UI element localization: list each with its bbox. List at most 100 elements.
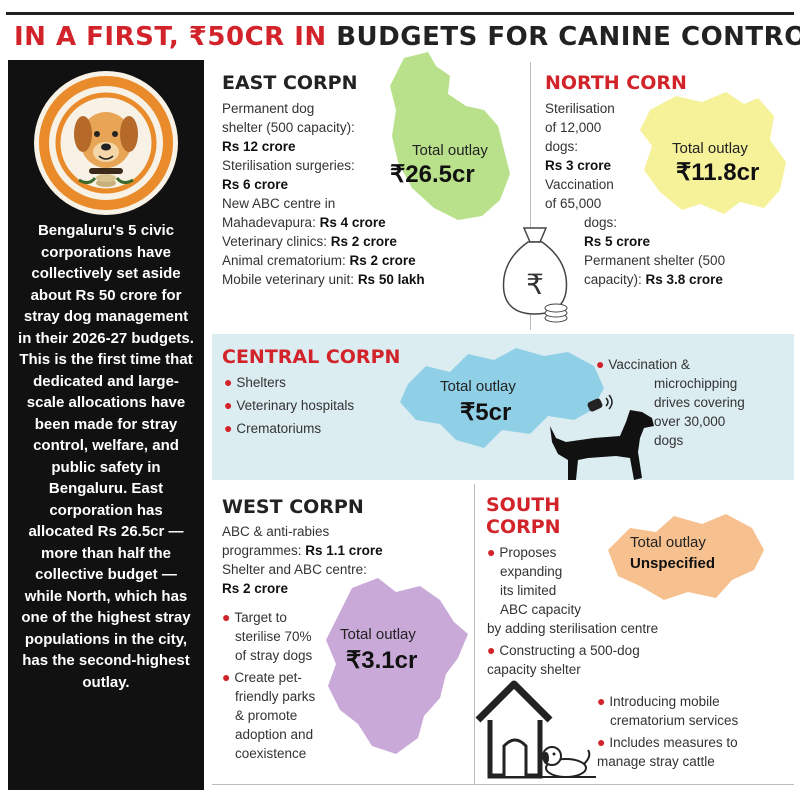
title-text: IN A FIRST, ₹50CR IN BUDGETS FOR CANINE …	[14, 22, 800, 52]
bullet-icon: ●	[222, 669, 235, 685]
west-details: ABC & anti-rabies programmes: Rs 1.1 cro…	[222, 522, 383, 598]
central-map	[400, 348, 604, 448]
south-heading-2: CORPN	[486, 516, 561, 538]
north-text: capacity):	[584, 272, 646, 287]
west-bullet-line: adoption and	[235, 727, 314, 742]
central-item: Veterinary hospitals	[236, 398, 355, 413]
south-outlay-value: Unspecified	[630, 555, 716, 572]
west-bullet-line: Create pet-	[234, 670, 302, 685]
list-item: ● Target to	[222, 608, 315, 627]
south-map	[608, 514, 764, 600]
north-line: of 12,000	[545, 120, 602, 135]
east-text: Veterinary clinics:	[222, 234, 331, 249]
list-item: ● Includes measures to	[597, 733, 738, 752]
north-details-indented: dogs: Rs 5 crore Permanent shelter (500 …	[584, 213, 725, 289]
west-line: ABC & anti-rabies	[222, 524, 330, 539]
list-item: ● Shelters	[224, 373, 354, 392]
rupee-icon: ₹	[526, 268, 544, 301]
east-text: Mobile veterinary unit:	[222, 272, 358, 287]
west-bullet-line: coexistence	[235, 746, 307, 761]
east-amount: Rs 4 crore	[319, 215, 386, 230]
east-line: shelter (500 capacity):	[222, 120, 355, 135]
south-bullet-line: capacity shelter	[487, 662, 581, 677]
central-outlay-label: Total outlay	[440, 378, 516, 395]
bullet-icon: ●	[487, 642, 500, 658]
central-heading: CENTRAL CORPN	[222, 346, 401, 368]
west-bullet-line: friendly parks	[235, 689, 316, 704]
dog-logo-icon	[34, 71, 178, 215]
south-bullet-line: ABC capacity	[500, 602, 582, 617]
west-line: Shelter and ABC centre:	[222, 562, 367, 577]
south-outlay-label: Total outlay	[630, 534, 706, 551]
list-item: ● Veterinary hospitals	[224, 396, 354, 415]
bullet-icon: ●	[597, 693, 610, 709]
east-amount: Rs 2 crore	[330, 234, 397, 249]
west-outlay-value: ₹3.1cr	[346, 647, 418, 674]
east-line: Sterilisation surgeries:	[222, 158, 355, 173]
sidebar-panel: Bengaluru's 5 civic corporations have co…	[8, 60, 204, 790]
list-item: ● Proposes	[487, 543, 658, 562]
north-amount: Rs 5 crore	[584, 234, 651, 249]
bottom-rule	[212, 784, 794, 785]
dog-silhouette-icon	[550, 410, 654, 480]
list-item: ● Constructing a 500-dog	[487, 641, 658, 660]
title-rule	[6, 12, 794, 15]
west-text: programmes:	[222, 543, 306, 558]
east-line: Permanent dog	[222, 101, 315, 116]
south-heading-1: SOUTH	[486, 494, 561, 516]
bullet-icon: ●	[224, 374, 237, 390]
east-line: Veterinary clinics: Rs 2 crore	[222, 232, 425, 251]
east-line: Animal crematorium: Rs 2 crore	[222, 251, 425, 270]
west-outlay-label: Total outlay	[340, 626, 416, 643]
microchip-scanner-icon	[587, 394, 613, 412]
bullet-icon: ●	[487, 544, 500, 560]
north-line: of 65,000	[545, 196, 602, 211]
list-item: ● Introducing mobile	[597, 692, 738, 711]
central-note-line: dogs	[654, 433, 684, 448]
south-bullet-line: Includes measures to	[609, 735, 738, 750]
central-outlay-value: ₹5cr	[460, 399, 512, 426]
title-part-dark: BUDGETS FOR CANINE CONTROL	[336, 22, 800, 52]
list-item: ● Create pet-	[222, 668, 315, 687]
title-part-red: IN A FIRST, ₹50CR IN	[14, 22, 327, 52]
west-bullet-line: Target to	[234, 610, 287, 625]
west-amount: Rs 2 crore	[222, 581, 289, 596]
south-bullet-line: its limited	[500, 583, 557, 598]
west-bullet-line: & promote	[235, 708, 298, 723]
south-bullet-line: Constructing a 500-dog	[499, 643, 640, 658]
north-line: Permanent shelter (500	[584, 253, 726, 268]
bullet-icon: ●	[596, 356, 609, 372]
central-note: ● Vaccination & microchipping drives cov…	[596, 355, 745, 450]
east-line: New ABC centre in	[222, 196, 336, 211]
west-bullet-line: sterilise 70%	[235, 629, 312, 644]
east-details: Permanent dog shelter (500 capacity): Rs…	[222, 99, 425, 289]
south-bullets: ● Proposes expanding its limited ABC cap…	[487, 543, 658, 679]
east-heading: EAST CORPN	[222, 72, 358, 94]
doghouse-icon	[475, 680, 596, 779]
north-line: Sterilisation	[545, 101, 615, 116]
divider-west-south	[474, 484, 475, 784]
east-amount: Rs 2 crore	[349, 253, 416, 268]
west-bullets: ● Target to sterilise 70% of stray dogs …	[222, 608, 315, 763]
south-bullet-line: manage stray cattle	[597, 754, 715, 769]
east-amount: Rs 50 lakh	[357, 272, 425, 287]
south-bullet-line: by adding sterilisation centre	[487, 621, 659, 636]
north-heading: NORTH CORN	[545, 72, 687, 94]
south-bullet-line: crematorium services	[610, 713, 739, 728]
north-outlay-label: Total outlay	[672, 140, 748, 157]
money-bag-icon: ₹	[502, 227, 568, 323]
east-line: Mobile veterinary unit: Rs 50 lakh	[222, 270, 425, 289]
north-details: Sterilisation of 12,000 dogs: Rs 3 crore…	[545, 99, 615, 213]
east-amount: Rs 12 crore	[222, 139, 296, 154]
bullet-icon: ●	[224, 420, 237, 436]
list-item: ● Crematoriums	[224, 419, 354, 438]
east-outlay-label: Total outlay	[412, 142, 488, 159]
west-amount: Rs 1.1 crore	[305, 543, 383, 558]
north-line: capacity): Rs 3.8 crore	[584, 270, 725, 289]
bullet-icon: ●	[224, 397, 237, 413]
central-note-line: over 30,000	[654, 414, 726, 429]
page-title: IN A FIRST, ₹50CR IN BUDGETS FOR CANINE …	[6, 6, 800, 56]
north-line: dogs:	[545, 139, 579, 154]
bullet-icon: ●	[222, 609, 235, 625]
north-amount: Rs 3 crore	[545, 158, 612, 173]
